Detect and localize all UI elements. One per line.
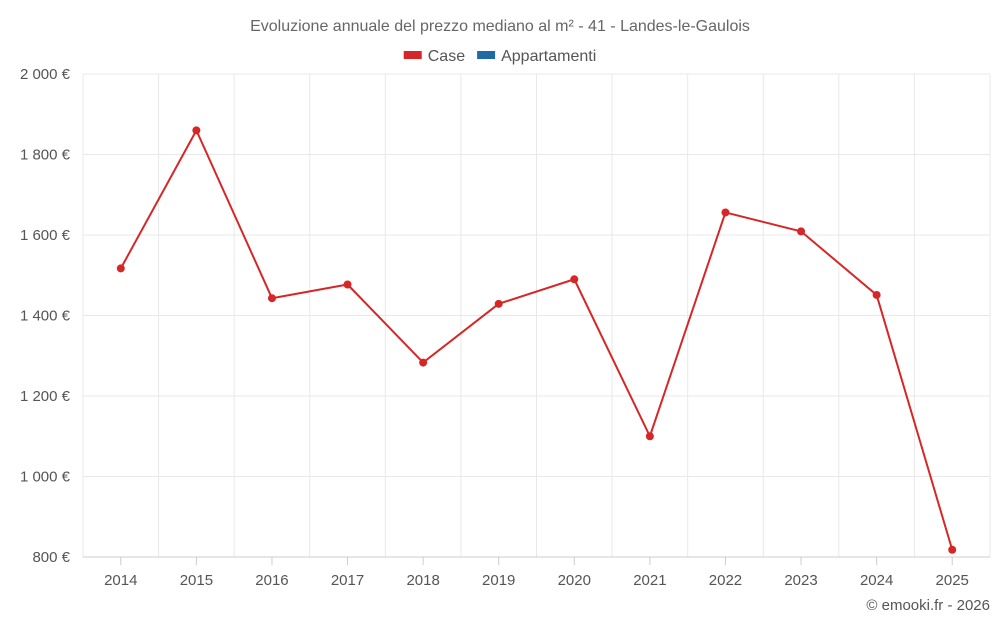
x-tick-label: 2017 [331,572,364,589]
y-tick-label: 1 200 € [20,388,71,405]
data-point [343,280,352,289]
data-point [267,294,276,303]
series-layer [116,126,957,554]
data-point [721,208,730,217]
data-point [872,290,881,299]
legend-label: Appartamenti [501,48,596,65]
chart-title: Evoluzione annuale del prezzo mediano al… [250,18,750,35]
legend-swatch [477,51,496,59]
x-tick-label: 2016 [255,572,288,589]
y-tick-label: 1 400 € [20,308,71,325]
x-tick-label: 2024 [860,572,893,589]
data-point [948,545,957,554]
y-tick-label: 2 000 € [20,66,71,83]
grid [82,73,991,557]
legend-label: Case [428,48,465,65]
x-tick-label: 2025 [936,572,969,589]
y-tick-label: 1 000 € [20,469,71,486]
x-tick-label: 2018 [406,572,439,589]
x-tick-label: 2022 [709,572,742,589]
x-tick-label: 2019 [482,572,515,589]
y-axis: 800 € 1 000 € 1 200 € 1 400 € 1 600 € 1 800 €… [20,66,71,566]
x-tick-label: 2020 [558,572,591,589]
data-point [797,227,806,236]
y-tick-label: 800 € [32,549,70,566]
y-tick-label: 1 600 € [20,227,71,244]
data-point [645,432,654,441]
y-tick-label: 1 800 € [20,147,71,164]
x-axis: 2014 2015 2016 2017 2018 2019 2020 2021 2022 2023… [83,556,990,589]
chart-legend: Case Appartamenti [403,48,596,65]
data-point [192,126,201,135]
credit-text: © emooki.fr - 2026 [866,597,990,614]
data-point [570,275,579,284]
x-tick-label: 2015 [180,572,213,589]
data-point [494,299,503,308]
series-line-case [119,128,954,551]
legend-swatch [403,51,422,59]
x-tick-label: 2021 [633,572,666,589]
data-point [419,358,428,367]
data-point [116,264,125,273]
x-tick-label: 2023 [784,572,817,589]
x-tick-label: 2014 [104,572,137,589]
